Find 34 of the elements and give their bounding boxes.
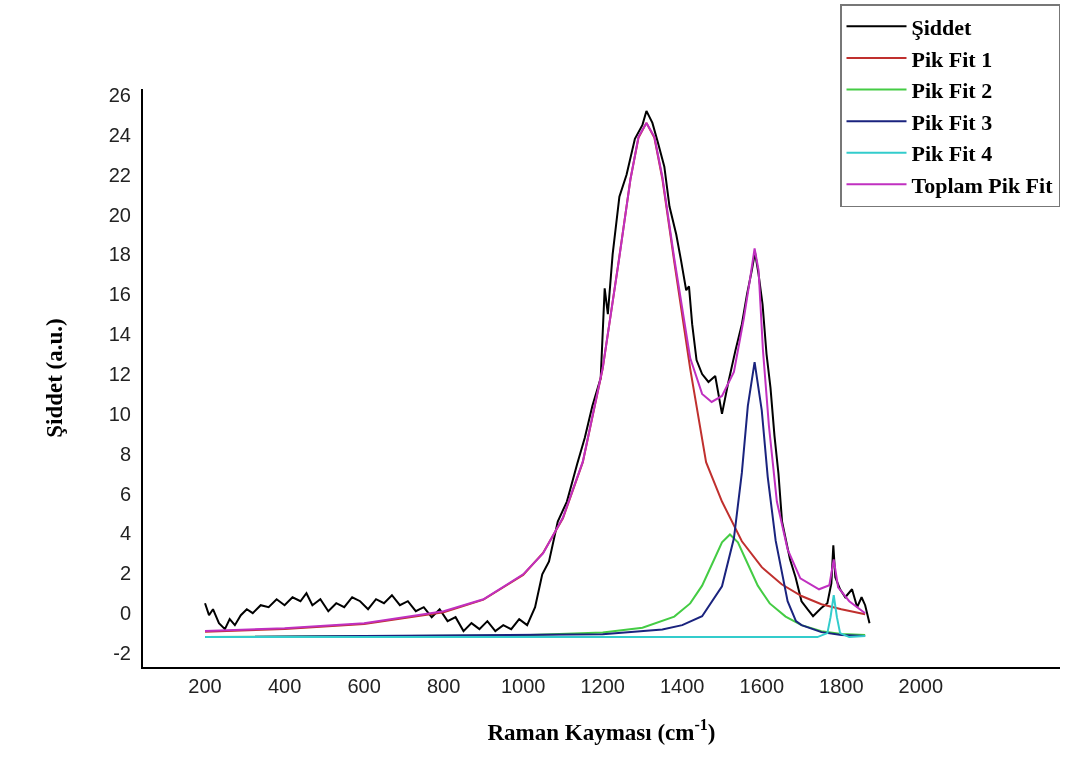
y-tick-label: 26 — [108, 83, 131, 106]
x-axis-title: Raman Kayması (cm$^{-1}$) — [487, 716, 716, 746]
y-tick-label: 16 — [108, 283, 131, 306]
y-tick-label: 10 — [108, 402, 131, 425]
y-tick-label: 20 — [108, 203, 131, 226]
y-tick-label: 18 — [108, 243, 131, 266]
line-series — [204, 594, 867, 639]
legend-label: Pik Fit 4 — [911, 141, 993, 167]
x-tick-label: 800 — [426, 675, 461, 697]
legend-label: Pik Fit 3 — [911, 109, 993, 135]
y-tick-label: 6 — [119, 482, 131, 505]
x-tick-label: 2000 — [898, 675, 944, 697]
y-tick-label: 0 — [119, 602, 131, 625]
x-tick-label: 1000 — [500, 675, 546, 697]
x-tick-label: 600 — [347, 675, 381, 697]
y-axis-title: Şiddet (a.u.) — [41, 318, 67, 438]
legend-label: Pik Fit 2 — [911, 78, 993, 104]
x-tick-label: 1800 — [819, 675, 864, 697]
x-tick-label: 1400 — [659, 675, 705, 697]
y-tick-label: 2 — [119, 562, 131, 585]
y-tick-label: 4 — [119, 522, 131, 545]
legend-label: Toplam Pik Fit — [911, 172, 1054, 198]
y-tick-label: 22 — [108, 163, 131, 186]
x-tick-label: 200 — [188, 675, 222, 697]
legend-label: Şiddet — [911, 14, 973, 40]
y-tick-label: 8 — [119, 442, 131, 465]
y-tick-label: -2 — [113, 642, 131, 665]
y-tick-label: 24 — [108, 123, 131, 146]
y-tick-label: 14 — [108, 323, 131, 346]
x-tick-label: 400 — [267, 675, 302, 697]
y-tick-label: 12 — [108, 363, 131, 386]
x-tick-label: 1200 — [580, 675, 625, 697]
x-tick-label: 1600 — [739, 675, 785, 697]
legend-label: Pik Fit 1 — [911, 46, 993, 72]
